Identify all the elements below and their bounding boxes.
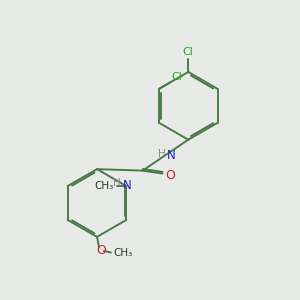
Text: O: O <box>97 244 106 257</box>
Text: Cl: Cl <box>183 47 194 57</box>
Text: N: N <box>123 179 132 192</box>
Text: CH₃: CH₃ <box>95 181 114 191</box>
Text: O: O <box>165 169 175 182</box>
Text: N: N <box>167 149 176 162</box>
Text: H: H <box>113 178 121 188</box>
Text: H: H <box>158 148 165 158</box>
Text: CH₃: CH₃ <box>114 248 133 258</box>
Text: Cl: Cl <box>172 72 182 82</box>
